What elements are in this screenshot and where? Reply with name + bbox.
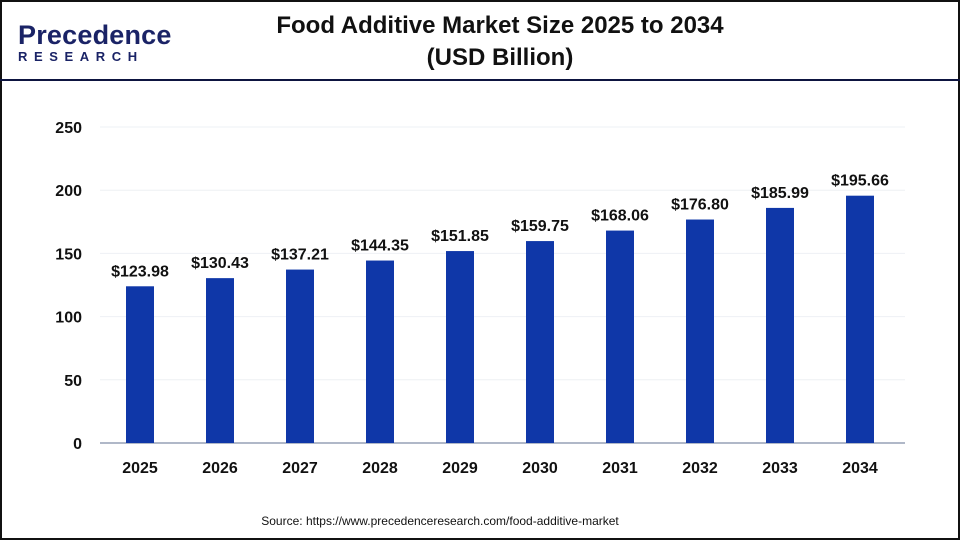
data-label: $144.35 bbox=[351, 238, 409, 255]
x-tick-label: 2033 bbox=[762, 460, 798, 477]
bar-2032 bbox=[686, 219, 714, 443]
y-tick-label: 50 bbox=[64, 373, 82, 390]
x-tick-label: 2025 bbox=[122, 460, 158, 477]
data-label: $185.99 bbox=[751, 185, 809, 202]
y-tick-label: 0 bbox=[73, 436, 82, 453]
y-tick-label: 250 bbox=[55, 120, 82, 137]
bar-2029 bbox=[446, 251, 474, 443]
data-label: $159.75 bbox=[511, 218, 569, 235]
data-label: $176.80 bbox=[671, 197, 729, 214]
data-label: $137.21 bbox=[271, 247, 329, 264]
x-tick-label: 2027 bbox=[282, 460, 318, 477]
x-tick-label: 2030 bbox=[522, 460, 558, 477]
y-tick-label: 150 bbox=[55, 246, 82, 263]
x-tick-label: 2029 bbox=[442, 460, 478, 477]
x-tick-label: 2031 bbox=[602, 460, 638, 477]
bar-2034 bbox=[846, 195, 874, 443]
bar-2025 bbox=[126, 286, 154, 443]
x-tick-label: 2034 bbox=[842, 460, 878, 477]
title-line1: Food Additive Market Size 2025 to 2034 bbox=[276, 12, 724, 39]
data-label: $130.43 bbox=[191, 255, 249, 272]
x-tick-label: 2032 bbox=[682, 460, 718, 477]
bar-2033 bbox=[766, 207, 794, 443]
bar-2026 bbox=[206, 278, 234, 443]
title-line2: (USD Billion) bbox=[426, 44, 574, 71]
y-tick-label: 200 bbox=[55, 183, 82, 200]
logo-line2: RESEARCH bbox=[18, 49, 144, 64]
y-tick-label: 100 bbox=[55, 310, 82, 327]
x-tick-label: 2028 bbox=[362, 460, 398, 477]
bar-2031 bbox=[606, 230, 634, 443]
bar-2027 bbox=[286, 269, 314, 443]
bar-2030 bbox=[526, 241, 554, 443]
data-label: $151.85 bbox=[431, 228, 489, 245]
data-label: $123.98 bbox=[111, 263, 169, 280]
x-tick-label: 2026 bbox=[202, 460, 238, 477]
logo: Precedence RESEARCH bbox=[18, 20, 172, 65]
data-label: $195.66 bbox=[831, 173, 889, 190]
chart-title: Food Additive Market Size 2025 to 2034 (… bbox=[200, 10, 800, 74]
header-divider bbox=[0, 79, 960, 81]
logo-line1: Precedence bbox=[18, 20, 172, 50]
bar-2028 bbox=[366, 260, 394, 443]
source-note: Source: https://www.precedenceresearch.c… bbox=[261, 514, 619, 528]
data-label: $168.06 bbox=[591, 208, 649, 225]
